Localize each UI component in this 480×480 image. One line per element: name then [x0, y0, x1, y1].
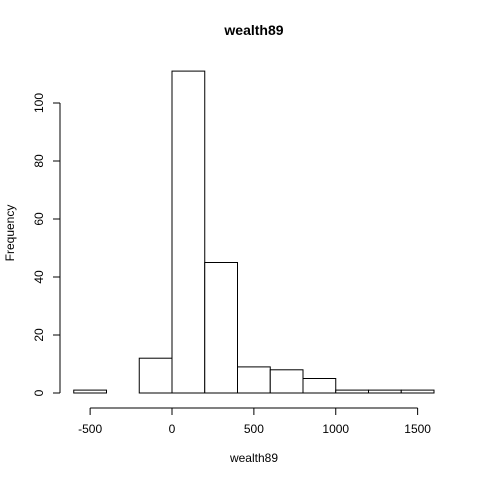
histogram-bar — [139, 358, 172, 393]
histogram-bar — [205, 263, 238, 394]
y-tick-label: 100 — [32, 93, 46, 113]
y-axis-label: Frequency — [3, 205, 17, 262]
y-tick-label: 0 — [32, 389, 46, 396]
y-tick-label: 60 — [32, 212, 46, 226]
x-tick-label: 1000 — [322, 422, 349, 436]
x-tick-label: 1500 — [404, 422, 431, 436]
x-axis: -500 0 500 1000 1500 — [78, 408, 431, 436]
x-tick-label: 500 — [244, 422, 264, 436]
x-tick-label: -500 — [78, 422, 102, 436]
histogram-bar — [74, 390, 107, 393]
x-tick-label: 0 — [169, 422, 176, 436]
x-axis-label: wealth89 — [229, 451, 278, 465]
histogram-bar — [270, 370, 303, 393]
y-tick-label: 80 — [32, 154, 46, 168]
histogram-bar — [336, 390, 369, 393]
chart-title: wealth89 — [223, 22, 283, 38]
histogram-bar — [238, 367, 271, 393]
histogram-bar — [401, 390, 434, 393]
y-tick-label: 20 — [32, 328, 46, 342]
histogram-bar — [172, 71, 205, 393]
y-tick-label: 40 — [32, 270, 46, 284]
bars-group — [74, 71, 434, 393]
histogram-bar — [369, 390, 402, 393]
histogram-bar — [303, 379, 336, 394]
y-axis: 0 20 40 60 80 100 — [32, 93, 60, 397]
